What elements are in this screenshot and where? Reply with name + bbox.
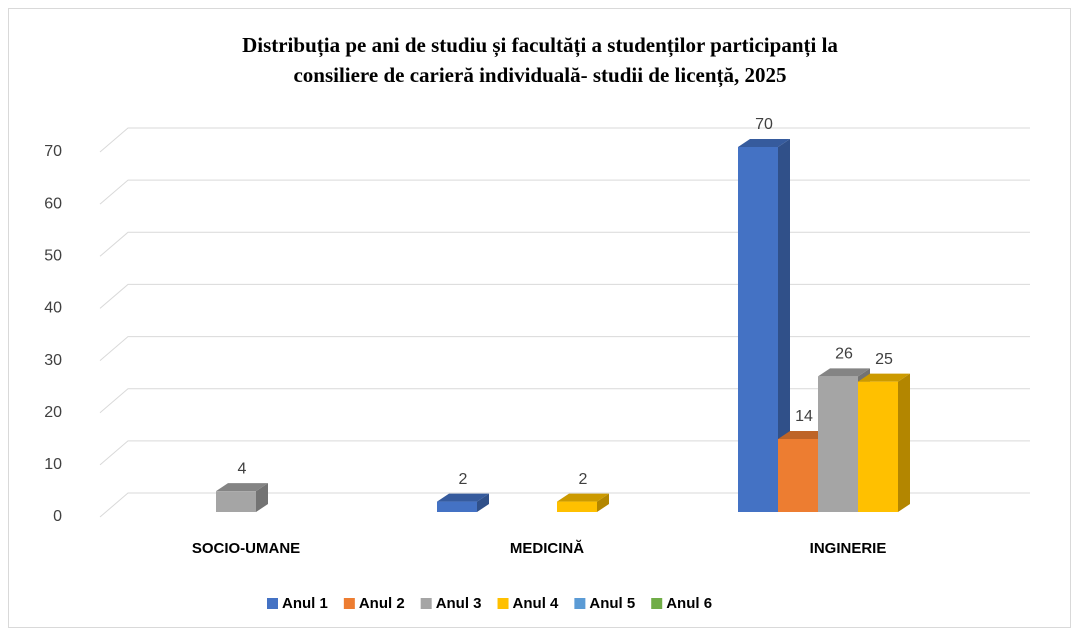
data-label: 26 bbox=[835, 346, 853, 363]
grid-line bbox=[99, 179, 1030, 205]
y-tick-label: 0 bbox=[53, 508, 62, 525]
data-label: 2 bbox=[579, 471, 588, 488]
grid-line bbox=[99, 388, 1030, 414]
x-tick-label: MEDICINĂ bbox=[510, 540, 584, 557]
bar-front bbox=[858, 381, 898, 512]
legend-label: Anul 4 bbox=[513, 595, 559, 612]
legend-label: Anul 2 bbox=[359, 595, 405, 612]
y-tick-label: 70 bbox=[44, 143, 62, 160]
legend-swatch bbox=[343, 598, 355, 609]
legend-swatch bbox=[267, 598, 278, 609]
legend-label: Anul 1 bbox=[282, 595, 328, 612]
y-tick-label: 20 bbox=[44, 404, 62, 421]
bar-top bbox=[216, 483, 268, 492]
grid-line bbox=[99, 283, 1030, 309]
chart-title: consiliere de carieră individuală- studi… bbox=[293, 63, 786, 88]
y-tick-label: 60 bbox=[44, 195, 62, 212]
y-tick-label: 40 bbox=[44, 300, 62, 317]
bar-top bbox=[738, 139, 790, 147]
bar-front bbox=[738, 147, 778, 512]
grid-line bbox=[99, 440, 1030, 466]
bar-front bbox=[437, 501, 477, 512]
bar bbox=[216, 483, 268, 512]
bar bbox=[437, 493, 489, 512]
y-tick-label: 10 bbox=[44, 456, 62, 473]
y-tick-label: 50 bbox=[44, 248, 62, 265]
bar-front bbox=[778, 439, 818, 512]
x-tick-label: INGINERIE bbox=[810, 540, 887, 557]
chart-border bbox=[8, 8, 1071, 628]
bar-front bbox=[818, 376, 858, 512]
bar-top bbox=[557, 493, 609, 502]
bar-side bbox=[477, 493, 489, 512]
bar-side bbox=[898, 373, 910, 512]
bar-top bbox=[818, 368, 870, 377]
grid-line bbox=[99, 127, 1030, 153]
bar-front bbox=[557, 501, 597, 512]
grid-line bbox=[99, 336, 1030, 361]
legend-swatch bbox=[420, 598, 432, 609]
bar-side bbox=[256, 483, 268, 512]
grid-line bbox=[99, 231, 1030, 257]
chart-title: Distribuția pe ani de studiu și facultăț… bbox=[242, 33, 838, 58]
legend-label: Anul 6 bbox=[666, 595, 712, 612]
data-label: 4 bbox=[238, 460, 247, 477]
legend-label: Anul 5 bbox=[589, 595, 635, 612]
x-tick-label: SOCIO-UMANE bbox=[192, 540, 300, 557]
bar-side bbox=[597, 493, 609, 512]
bar bbox=[738, 139, 790, 512]
legend-swatch bbox=[497, 598, 509, 609]
data-label: 25 bbox=[875, 351, 893, 368]
bar-top bbox=[437, 493, 489, 502]
bar-top bbox=[858, 373, 910, 382]
data-label: 70 bbox=[755, 116, 773, 133]
bar-top bbox=[778, 431, 830, 439]
bar bbox=[858, 373, 910, 512]
legend-label: Anul 3 bbox=[436, 595, 482, 612]
legend-swatch bbox=[574, 598, 586, 609]
bar bbox=[557, 493, 609, 512]
legend-swatch bbox=[651, 598, 663, 609]
bar-front bbox=[216, 491, 256, 512]
bar bbox=[818, 368, 870, 512]
data-label: 14 bbox=[795, 408, 813, 425]
data-label: 2 bbox=[459, 471, 468, 488]
y-tick-label: 30 bbox=[44, 352, 62, 369]
bar-side bbox=[778, 139, 790, 512]
grid-line bbox=[99, 492, 1030, 518]
